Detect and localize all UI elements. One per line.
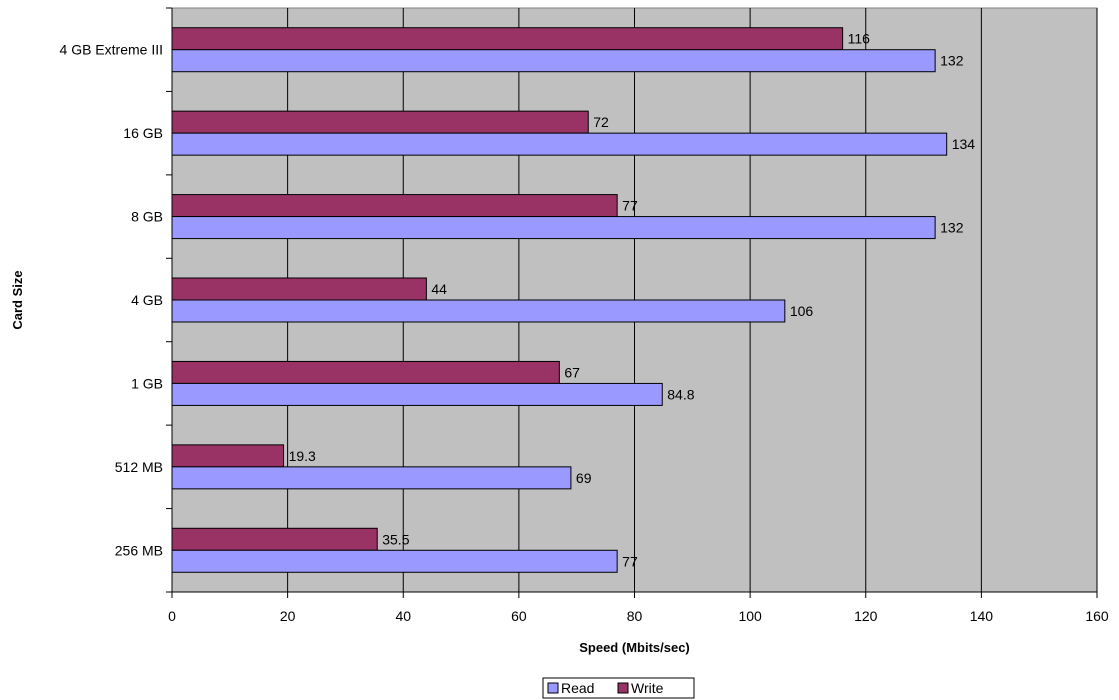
legend-label-write: Write: [631, 680, 664, 696]
data-label-write-6: 35.5: [382, 531, 409, 547]
legend-swatch-write: [617, 682, 629, 694]
data-label-write-3: 44: [431, 281, 447, 297]
x-tick-label-6: 120: [854, 608, 878, 624]
data-label-write-1: 72: [593, 114, 609, 130]
data-label-write-5: 19.3: [289, 448, 316, 464]
data-labels: 116 132 72 134 77 132 44 106 67 84.8 19.3 69 35.5 77: [289, 31, 976, 570]
legend: Read Write: [542, 677, 695, 699]
x-tick-label-4: 80: [627, 608, 643, 624]
bar-read-5: [171, 466, 572, 490]
bar-write-3: [171, 277, 427, 301]
category-label-1: 16 GB: [123, 125, 163, 141]
data-label-read-4: 84.8: [667, 386, 694, 402]
x-tick-label-0: 0: [168, 608, 176, 624]
data-label-read-6: 77: [622, 553, 638, 569]
category-label-3: 4 GB: [131, 292, 163, 308]
bar-read-0: [171, 49, 936, 73]
category-label-0: 4 GB Extreme III: [60, 42, 163, 58]
category-label-4: 1 GB: [131, 375, 163, 391]
category-labels: 4 GB Extreme III 16 GB 8 GB 4 GB 1 GB 512 MB 2…: [60, 42, 163, 559]
data-label-read-0: 132: [940, 53, 964, 69]
x-tick-label-5: 100: [738, 608, 762, 624]
x-tick-label-1: 20: [280, 608, 296, 624]
x-tick-label-3: 60: [511, 608, 527, 624]
bar-write-6: [171, 527, 378, 551]
data-label-read-2: 132: [940, 220, 964, 236]
data-label-write-4: 67: [564, 364, 580, 380]
bar-read-3: [171, 299, 786, 323]
legend-swatch-read: [547, 682, 559, 694]
bar-write-2: [171, 194, 618, 218]
bar-read-2: [171, 216, 936, 240]
bar-read-1: [171, 132, 948, 156]
legend-label-read: Read: [561, 680, 594, 696]
data-label-read-5: 69: [576, 470, 592, 486]
axes: [166, 7, 1098, 598]
x-tick-label-2: 40: [395, 608, 411, 624]
bar-write-4: [171, 360, 560, 384]
x-tick-labels: 0 20 40 60 80 100 120 140 160: [168, 608, 1109, 624]
x-tick-label-8: 160: [1085, 608, 1109, 624]
x-axis-title: Speed (Mbits/sec): [579, 640, 690, 655]
x-tick-label-7: 140: [970, 608, 994, 624]
bar-write-1: [171, 110, 589, 134]
category-label-6: 256 MB: [115, 542, 163, 558]
data-label-write-0: 116: [848, 31, 871, 47]
bars: [171, 27, 948, 573]
data-label-write-2: 77: [622, 198, 638, 214]
y-axis-title: Card Size: [10, 270, 25, 329]
category-label-2: 8 GB: [131, 209, 163, 225]
bar-read-4: [171, 382, 663, 406]
bar-write-0: [171, 27, 844, 51]
data-label-read-1: 134: [952, 136, 976, 152]
data-label-read-3: 106: [790, 303, 814, 319]
bar-write-5: [171, 444, 285, 468]
bar-read-6: [171, 549, 618, 573]
category-label-5: 512 MB: [115, 459, 163, 475]
